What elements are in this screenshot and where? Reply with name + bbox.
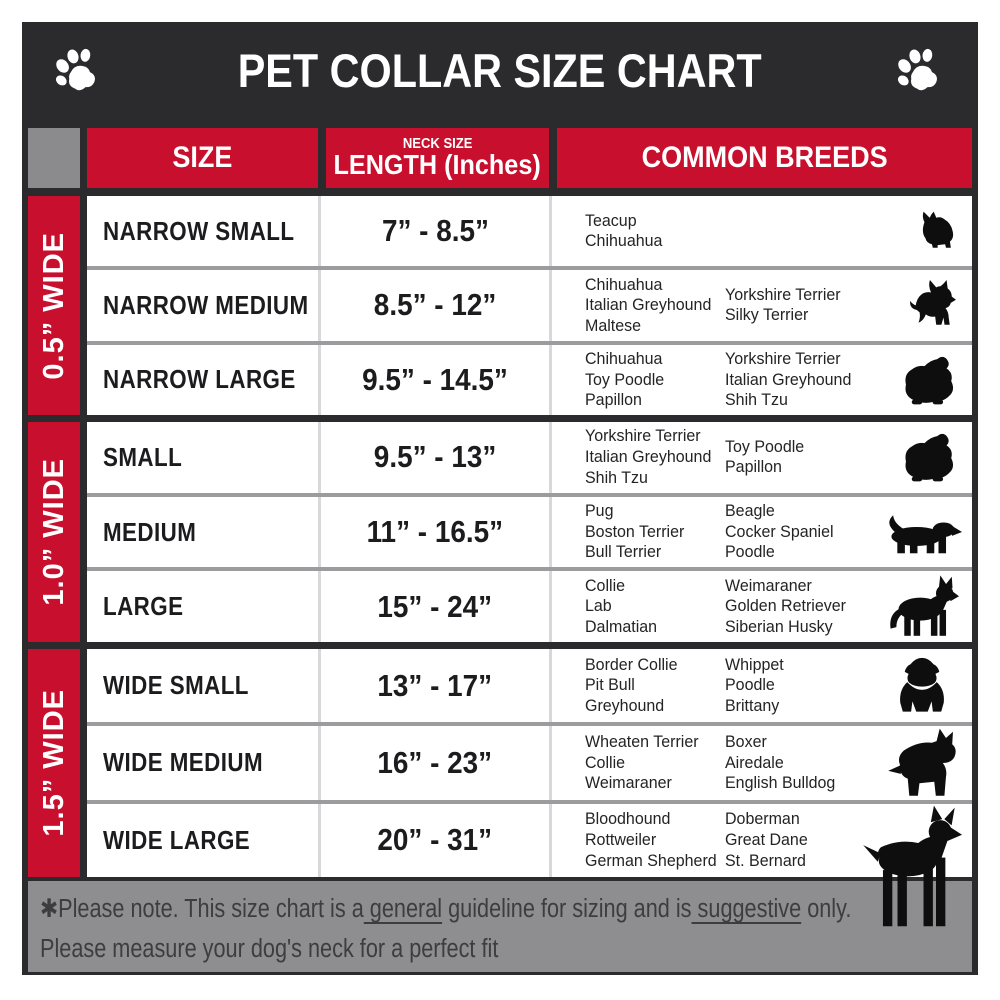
- breeds-list: Chihuahua Italian Greyhound Maltese: [585, 275, 712, 335]
- underlined-word: suggestive: [691, 895, 802, 923]
- shih-tzu-icon: [898, 428, 958, 486]
- size-cell: LARGE: [103, 591, 184, 622]
- group-label: 1.0” WIDE: [37, 458, 70, 606]
- breeds-cell: Chihuahua Toy Poodle Papillon Yorkshire …: [549, 344, 972, 415]
- breeds-list: Weimaraner Golden Retriever Siberian Hus…: [725, 576, 846, 636]
- column-header-size: SIZE: [87, 128, 318, 188]
- breeds-list: Pug Boston Terrier Bull Terrier: [585, 502, 685, 562]
- table-row: NARROW LARGE 9.5” - 14.5” Chihuahua Toy …: [87, 340, 972, 415]
- german-shepherd-icon: [884, 571, 962, 643]
- column-header-neck-size: NECK SIZE LENGTH (Inches): [318, 128, 549, 188]
- footer-note: ✱Please note. This size chart is a gener…: [28, 877, 972, 972]
- table-row: SMALL 9.5” - 13” Yorkshire Terrier Itali…: [87, 422, 972, 493]
- length-cell: 20” - 31”: [318, 803, 549, 877]
- length-cell: 8.5” - 12”: [318, 270, 549, 341]
- breeds-cell: Yorkshire Terrier Italian Greyhound Shih…: [549, 422, 972, 493]
- breeds-cell: Chihuahua Italian Greyhound Maltese York…: [549, 270, 972, 341]
- table-body: 0.5” WIDE NARROW SMALL 7” - 8.5” Teacup …: [28, 196, 972, 877]
- group-label: 1.5” WIDE: [37, 689, 70, 837]
- bulldog-icon: [890, 651, 954, 721]
- breeds-cell: Bloodhound Rottweiler German Shepherd Do…: [549, 803, 972, 877]
- length-cell: 9.5” - 14.5”: [318, 344, 549, 415]
- pit-bull-icon: [882, 721, 960, 805]
- footer-line-1: ✱Please note. This size chart is a gener…: [40, 895, 852, 923]
- breeds-list: Bloodhound Rottweiler German Shepherd: [585, 810, 717, 870]
- shih-tzu-icon: [898, 351, 958, 409]
- size-cell: NARROW LARGE: [103, 364, 296, 395]
- breeds-cell: Teacup Chihuahua: [549, 196, 972, 267]
- group-band: 0.5” WIDE: [28, 196, 87, 415]
- size-cell: NARROW MEDIUM: [103, 289, 309, 320]
- breeds-cell: Wheaten Terrier Collie Weimaraner Boxer …: [549, 726, 972, 800]
- breeds-list: Wheaten Terrier Collie Weimaraner: [585, 733, 699, 793]
- breeds-list: Border Collie Pit Bull Greyhound: [585, 655, 678, 715]
- breeds-list: Teacup Chihuahua: [585, 211, 663, 251]
- table-row: MEDIUM 11” - 16.5” Pug Boston Terrier Bu…: [87, 492, 972, 568]
- length-cell: 15” - 24”: [318, 571, 549, 643]
- breeds-list: Doberman Great Dane St. Bernard: [725, 810, 808, 870]
- table-row: NARROW MEDIUM 8.5” - 12” Chihuahua Itali…: [87, 266, 972, 341]
- size-cell: WIDE SMALL: [103, 670, 249, 701]
- size-group-15-wide: 1.5” WIDE WIDE SMALL 13” - 17” Border Co…: [28, 642, 972, 877]
- breeds-list: Yorkshire Terrier Italian Greyhound Shih…: [585, 427, 712, 487]
- yorkshire-terrier-icon: [912, 209, 958, 253]
- paw-icon: [46, 39, 109, 102]
- table-row: WIDE MEDIUM 16” - 23” Wheaten Terrier Co…: [87, 722, 972, 800]
- length-cell: 7” - 8.5”: [318, 196, 549, 267]
- page-title: PET COLLAR SIZE CHART: [238, 43, 762, 97]
- group-band: 1.5” WIDE: [28, 649, 87, 877]
- table-row: WIDE SMALL 13” - 17” Border Collie Pit B…: [87, 649, 972, 723]
- breeds-list: Whippet Poodle Brittany: [725, 655, 784, 715]
- table-row: WIDE LARGE 20” - 31” Bloodhound Rottweil…: [87, 799, 972, 877]
- beagle-icon: [878, 504, 962, 560]
- footer-line-2: Please measure your dog's neck for a per…: [40, 935, 499, 964]
- header-corner-cell: [28, 128, 87, 188]
- group-band: 1.0” WIDE: [28, 422, 87, 642]
- underlined-word: general: [363, 895, 443, 923]
- size-group-05-wide: 0.5” WIDE NARROW SMALL 7” - 8.5” Teacup …: [28, 196, 972, 415]
- size-cell: WIDE LARGE: [103, 824, 251, 855]
- breeds-cell: Collie Lab Dalmatian Weimaraner Golden R…: [549, 571, 972, 643]
- breeds-list: Chihuahua Toy Poodle Papillon: [585, 349, 665, 410]
- doberman-icon: [858, 804, 962, 932]
- title-bar: PET COLLAR SIZE CHART: [28, 22, 972, 118]
- length-cell: 16” - 23”: [318, 726, 549, 800]
- breeds-list: Beagle Cocker Spaniel Poodle: [725, 502, 834, 562]
- breeds-cell: Border Collie Pit Bull Greyhound Whippet…: [549, 649, 972, 723]
- size-cell: NARROW SMALL: [103, 215, 295, 246]
- breeds-list: Yorkshire Terrier Silky Terrier: [725, 285, 841, 325]
- table-header: SIZE NECK SIZE LENGTH (Inches) COMMON BR…: [28, 118, 972, 196]
- size-group-10-wide: 1.0” WIDE SMALL 9.5” - 13” Yorkshire Ter…: [28, 415, 972, 643]
- length-cell: 11” - 16.5”: [318, 496, 549, 568]
- length-cell: 13” - 17”: [318, 649, 549, 723]
- breeds-list: Yorkshire Terrier Italian Greyhound Shih…: [725, 349, 852, 410]
- size-chart-sheet: PET COLLAR SIZE CHART SIZE NECK SIZE LEN…: [22, 22, 978, 975]
- column-header-common-breeds: COMMON BREEDS: [549, 128, 972, 188]
- size-cell: SMALL: [103, 441, 183, 472]
- length-cell: 9.5” - 13”: [318, 422, 549, 493]
- size-cell: WIDE MEDIUM: [103, 747, 264, 778]
- chihuahua-icon: [904, 279, 958, 331]
- table-row: NARROW SMALL 7” - 8.5” Teacup Chihuahua: [87, 196, 972, 267]
- breeds-cell: Pug Boston Terrier Bull Terrier Beagle C…: [549, 496, 972, 568]
- breeds-list: Boxer Airedale English Bulldog: [725, 733, 836, 793]
- size-cell: MEDIUM: [103, 516, 197, 547]
- group-label: 0.5” WIDE: [37, 231, 70, 380]
- paw-icon: [888, 39, 951, 102]
- breeds-list: Toy Poodle Papillon: [725, 437, 805, 477]
- table-row: LARGE 15” - 24” Collie Lab Dalmatian Wei…: [87, 567, 972, 643]
- breeds-list: Collie Lab Dalmatian: [585, 576, 658, 636]
